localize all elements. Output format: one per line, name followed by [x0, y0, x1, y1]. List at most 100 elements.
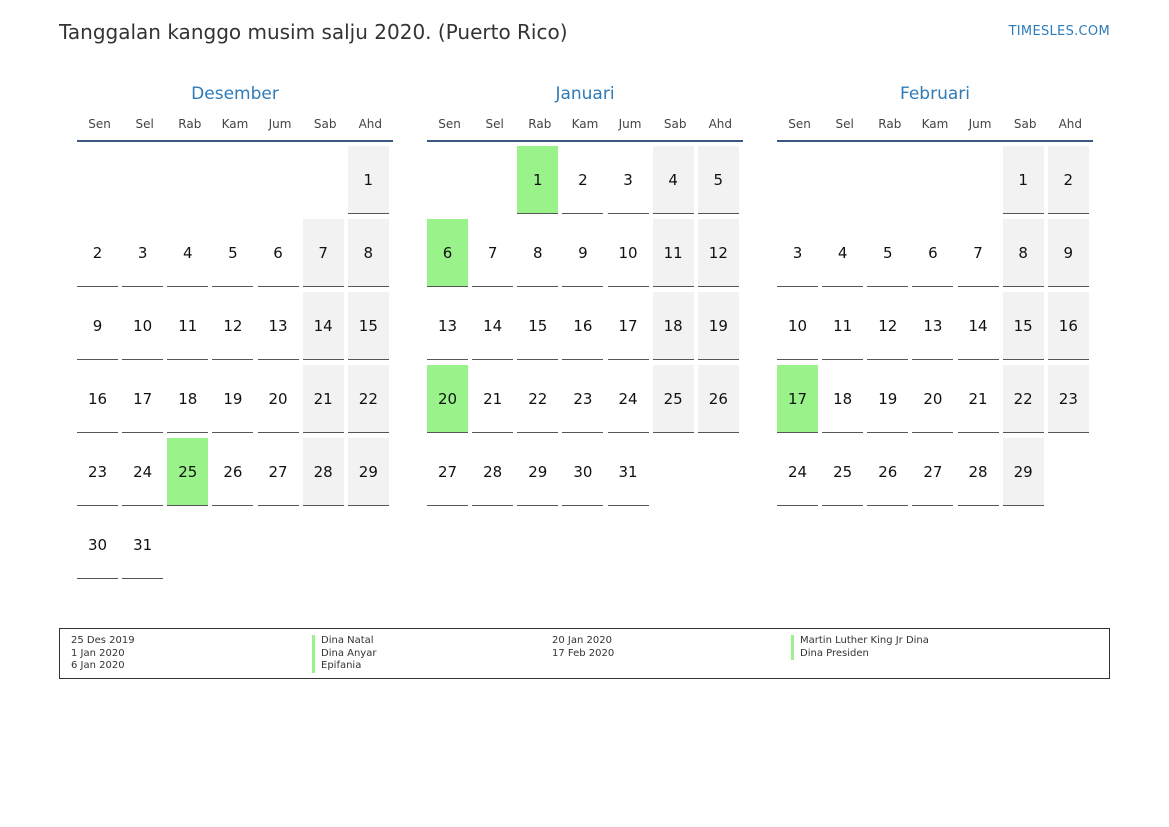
day-cell[interactable]: 3 — [607, 146, 649, 214]
day-cell[interactable]: 26 — [867, 438, 909, 506]
day-cell[interactable]: 25 — [652, 365, 694, 433]
day-cell[interactable]: 9 — [562, 219, 604, 287]
day-cell[interactable]: 12 — [212, 292, 254, 360]
day-cell[interactable]: 15 — [1002, 292, 1044, 360]
day-cell[interactable]: 20 — [257, 365, 299, 433]
weekday-header: Sen Sel Rab Kam Jum Sab Ahd — [777, 116, 1093, 142]
weekday-label: Kam — [921, 117, 949, 131]
day-cell[interactable]: 14 — [302, 292, 344, 360]
weekday-label: Ahd — [1058, 117, 1083, 131]
day-cell[interactable]: 19 — [212, 365, 254, 433]
day-cell[interactable]: 24 — [777, 438, 818, 506]
day-cell[interactable]: 21 — [472, 365, 514, 433]
day-cell[interactable]: 22 — [1002, 365, 1044, 433]
weekday-label: Sen — [438, 117, 461, 131]
day-cell[interactable]: 3 — [777, 219, 818, 287]
day-cell[interactable]: 27 — [427, 438, 468, 506]
day-cell[interactable]: 4 — [652, 146, 694, 214]
day-cell[interactable]: 14 — [472, 292, 514, 360]
day-cell[interactable]: 27 — [912, 438, 954, 506]
day-cell[interactable]: 22 — [517, 365, 559, 433]
day-cell[interactable]: 18 — [167, 365, 209, 433]
day-cell[interactable]: 1 — [1002, 146, 1044, 214]
day-cell[interactable]: 10 — [122, 292, 164, 360]
day-cell[interactable]: 13 — [912, 292, 954, 360]
day-cell[interactable]: 17 — [122, 365, 164, 433]
day-cell[interactable]: 25 — [822, 438, 864, 506]
day-cell[interactable]: 23 — [562, 365, 604, 433]
day-cell[interactable]: 24 — [122, 438, 164, 506]
legend-date: 1 Jan 2020 — [71, 647, 125, 659]
day-cell[interactable]: 16 — [1047, 292, 1089, 360]
day-cell[interactable]: 1 — [517, 146, 559, 214]
day-cell[interactable]: 16 — [562, 292, 604, 360]
day-cell[interactable]: 20 — [427, 365, 468, 433]
day-cell[interactable]: 30 — [77, 511, 118, 579]
day-cell[interactable]: 6 — [912, 219, 954, 287]
page-title: Tanggalan kanggo musim salju 2020. (Puer… — [59, 20, 568, 44]
day-cell[interactable]: 5 — [867, 219, 909, 287]
day-cell[interactable]: 5 — [212, 219, 254, 287]
day-cell[interactable]: 15 — [347, 292, 389, 360]
day-cell[interactable]: 7 — [302, 219, 344, 287]
day-cell[interactable]: 13 — [427, 292, 468, 360]
day-cell[interactable]: 23 — [1047, 365, 1089, 433]
day-cell[interactable]: 21 — [302, 365, 344, 433]
day-cell[interactable]: 8 — [1002, 219, 1044, 287]
site-link[interactable]: TIMESLES.COM — [1008, 24, 1110, 39]
day-cell[interactable]: 11 — [822, 292, 864, 360]
day-cell[interactable]: 7 — [957, 219, 999, 287]
day-cell[interactable]: 18 — [652, 292, 694, 360]
day-cell[interactable]: 21 — [957, 365, 999, 433]
day-cell[interactable]: 31 — [607, 438, 649, 506]
day-cell[interactable]: 27 — [257, 438, 299, 506]
day-cell[interactable]: 3 — [122, 219, 164, 287]
day-cell[interactable]: 28 — [957, 438, 999, 506]
day-cell[interactable]: 4 — [167, 219, 209, 287]
day-cell[interactable]: 29 — [517, 438, 559, 506]
day-cell[interactable]: 17 — [777, 365, 818, 433]
day-cell[interactable]: 4 — [822, 219, 864, 287]
day-cell[interactable]: 30 — [562, 438, 604, 506]
day-cell[interactable]: 28 — [472, 438, 514, 506]
day-cell[interactable]: 25 — [167, 438, 209, 506]
day-cell[interactable]: 19 — [697, 292, 739, 360]
day-cell[interactable]: 29 — [1002, 438, 1044, 506]
day-cell[interactable]: 20 — [912, 365, 954, 433]
day-cell[interactable]: 29 — [347, 438, 389, 506]
day-cell[interactable]: 17 — [607, 292, 649, 360]
day-cell[interactable]: 12 — [697, 219, 739, 287]
day-cell[interactable]: 2 — [1047, 146, 1089, 214]
day-cell[interactable]: 15 — [517, 292, 559, 360]
day-cell[interactable]: 2 — [77, 219, 118, 287]
day-cell[interactable]: 9 — [1047, 219, 1089, 287]
day-cell[interactable]: 9 — [77, 292, 118, 360]
day-cell[interactable]: 6 — [427, 219, 468, 287]
weekday-label: Sen — [88, 117, 111, 131]
day-cell[interactable]: 6 — [257, 219, 299, 287]
day-cell[interactable]: 12 — [867, 292, 909, 360]
day-cell[interactable]: 11 — [652, 219, 694, 287]
day-cell[interactable]: 10 — [607, 219, 649, 287]
day-cell[interactable]: 26 — [212, 438, 254, 506]
day-cell[interactable]: 1 — [347, 146, 389, 214]
day-cell[interactable]: 2 — [562, 146, 604, 214]
day-cell[interactable]: 24 — [607, 365, 649, 433]
day-cell[interactable]: 11 — [167, 292, 209, 360]
day-cell[interactable]: 19 — [867, 365, 909, 433]
day-cell[interactable]: 10 — [777, 292, 818, 360]
day-cell[interactable]: 31 — [122, 511, 164, 579]
day-cell[interactable]: 5 — [697, 146, 739, 214]
day-cell[interactable]: 23 — [77, 438, 118, 506]
day-cell[interactable]: 28 — [302, 438, 344, 506]
weekday-label: Rab — [878, 117, 902, 131]
day-cell[interactable]: 16 — [77, 365, 118, 433]
day-cell[interactable]: 8 — [517, 219, 559, 287]
day-cell[interactable]: 8 — [347, 219, 389, 287]
day-cell[interactable]: 7 — [472, 219, 514, 287]
day-cell[interactable]: 18 — [822, 365, 864, 433]
day-cell[interactable]: 26 — [697, 365, 739, 433]
day-cell[interactable]: 22 — [347, 365, 389, 433]
day-cell[interactable]: 13 — [257, 292, 299, 360]
day-cell[interactable]: 14 — [957, 292, 999, 360]
